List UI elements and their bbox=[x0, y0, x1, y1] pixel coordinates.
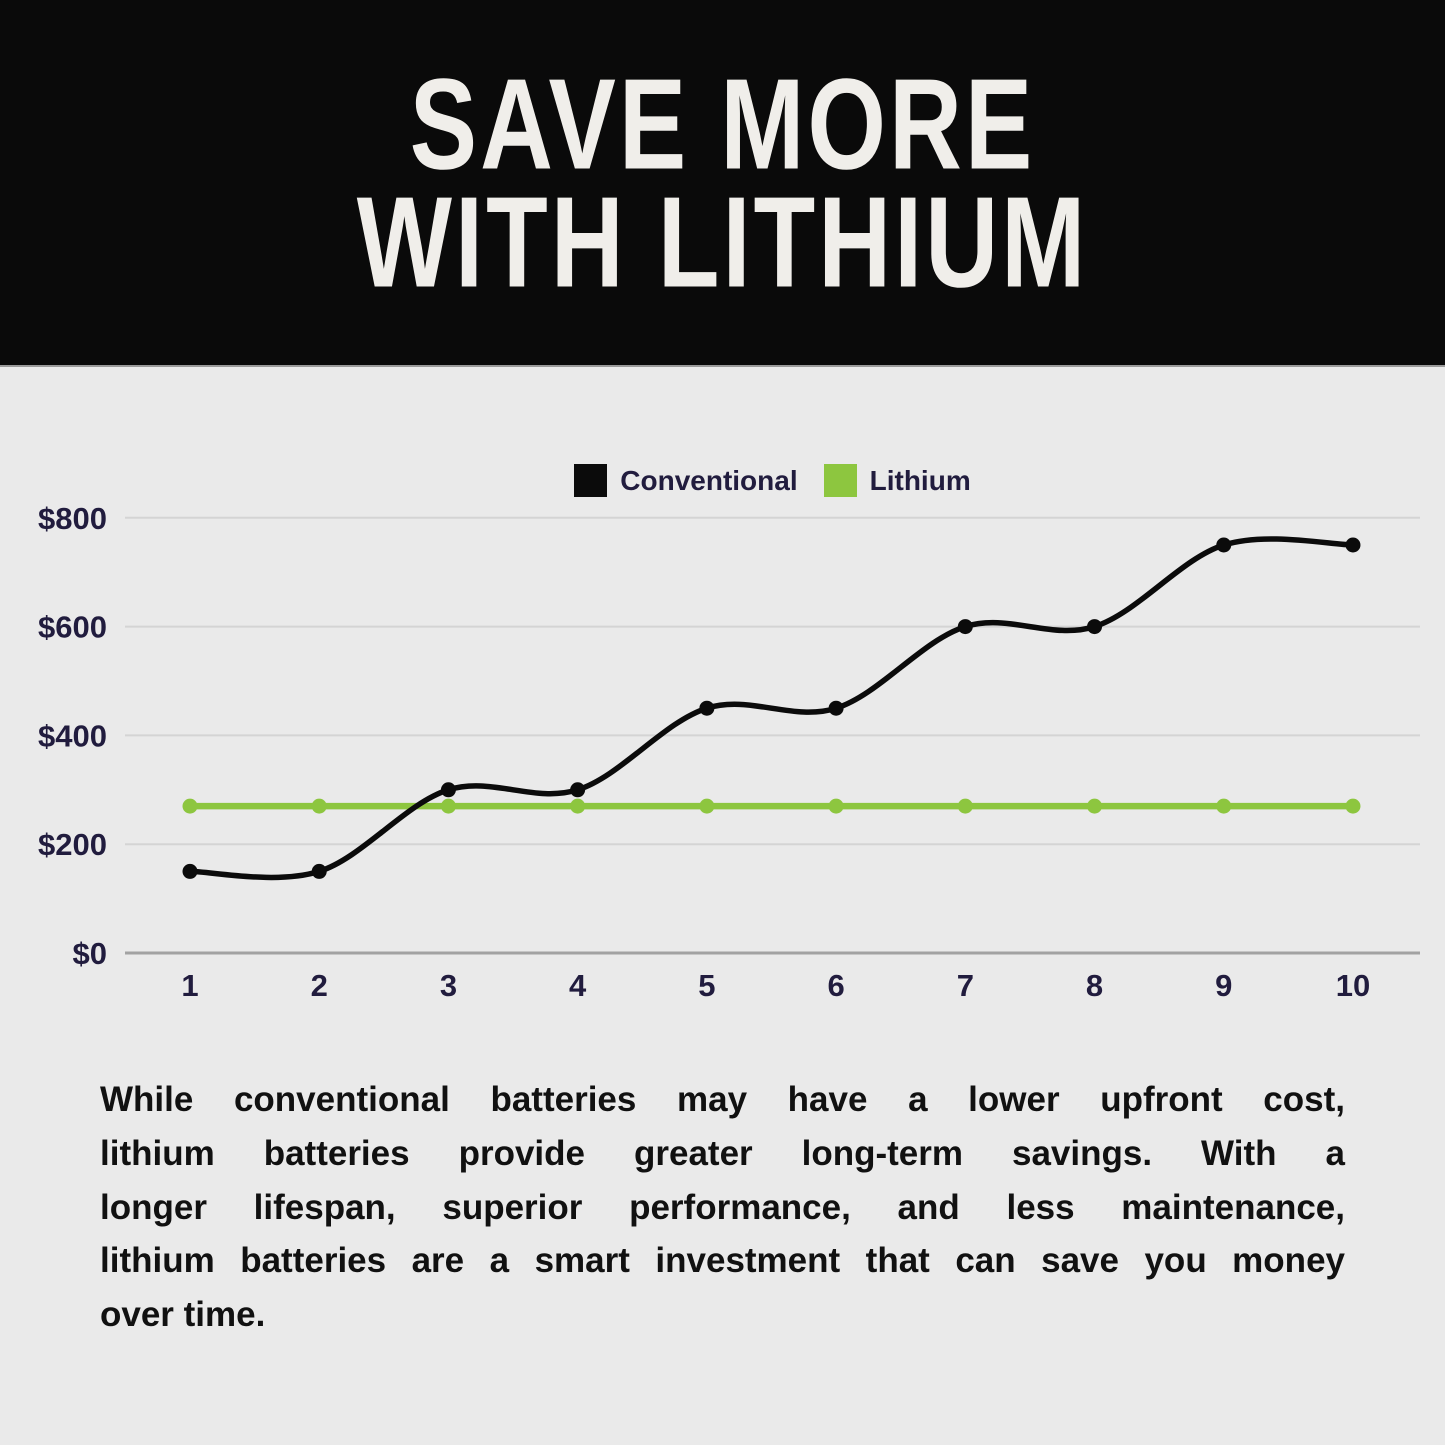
data-point-lithium bbox=[957, 798, 973, 814]
legend-swatch-lithium bbox=[823, 464, 857, 497]
data-point-conventional bbox=[699, 700, 715, 716]
data-point-lithium bbox=[1345, 798, 1361, 814]
description-line: While conventional batteries may have a … bbox=[100, 1080, 1345, 1119]
x-tick-label: 7 bbox=[957, 968, 974, 1003]
data-point-conventional bbox=[570, 782, 586, 798]
x-tick-label: 10 bbox=[1336, 968, 1370, 1003]
data-point-lithium bbox=[828, 798, 844, 814]
data-point-lithium bbox=[311, 798, 327, 814]
x-tick-label: 2 bbox=[311, 968, 328, 1003]
x-tick-label: 8 bbox=[1086, 968, 1103, 1003]
x-tick-label: 4 bbox=[569, 968, 587, 1003]
x-tick-label: 1 bbox=[181, 968, 198, 1003]
data-point-conventional bbox=[957, 619, 973, 635]
description-line: over time. bbox=[100, 1295, 266, 1335]
data-point-conventional bbox=[1087, 619, 1103, 635]
series-line-conventional bbox=[187, 536, 1356, 881]
chart-legend: Conventional Lithium bbox=[125, 464, 1420, 497]
description-line: longer lifespan, superior performance, a… bbox=[100, 1187, 1345, 1227]
legend-swatch-conventional bbox=[574, 464, 608, 497]
x-tick-label: 9 bbox=[1215, 968, 1232, 1003]
x-tick-label: 6 bbox=[827, 968, 844, 1003]
data-point-conventional bbox=[440, 782, 456, 798]
data-point-lithium bbox=[1216, 798, 1232, 814]
legend-label-conventional: Conventional bbox=[620, 464, 798, 496]
data-point-conventional bbox=[1216, 537, 1232, 553]
y-tick-label: $0 bbox=[73, 936, 107, 971]
y-tick-label: $800 bbox=[38, 501, 107, 536]
data-point-lithium bbox=[699, 798, 715, 814]
x-tick-label: 5 bbox=[698, 968, 715, 1003]
x-tick-label: 3 bbox=[440, 968, 457, 1003]
y-tick-label: $400 bbox=[38, 718, 107, 753]
legend-label-lithium: Lithium bbox=[869, 464, 971, 496]
page-title-line2: WITH LITHIUM bbox=[356, 170, 1089, 315]
description-text: While conventional batteries may have a … bbox=[100, 1073, 1345, 1342]
description-line: lithium batteries provide greater long-t… bbox=[100, 1133, 1345, 1173]
y-tick-label: $600 bbox=[38, 610, 107, 645]
y-tick-label: $200 bbox=[38, 827, 107, 862]
data-point-conventional bbox=[182, 863, 198, 879]
data-point-lithium bbox=[1087, 798, 1103, 814]
description-line: lithium batteries are a smart investment… bbox=[100, 1241, 1345, 1281]
data-point-lithium bbox=[570, 798, 586, 814]
data-point-lithium bbox=[440, 798, 456, 814]
data-point-lithium bbox=[182, 798, 198, 814]
data-point-conventional bbox=[828, 700, 844, 716]
data-point-conventional bbox=[311, 863, 327, 879]
legend-item-conventional: Conventional bbox=[574, 464, 798, 497]
data-point-conventional bbox=[1345, 537, 1361, 553]
header-banner: SAVE MORE WITH LITHIUM bbox=[0, 0, 1445, 367]
page-title-line1: SAVE MORE bbox=[409, 52, 1036, 197]
legend-item-lithium: Lithium bbox=[823, 464, 971, 497]
